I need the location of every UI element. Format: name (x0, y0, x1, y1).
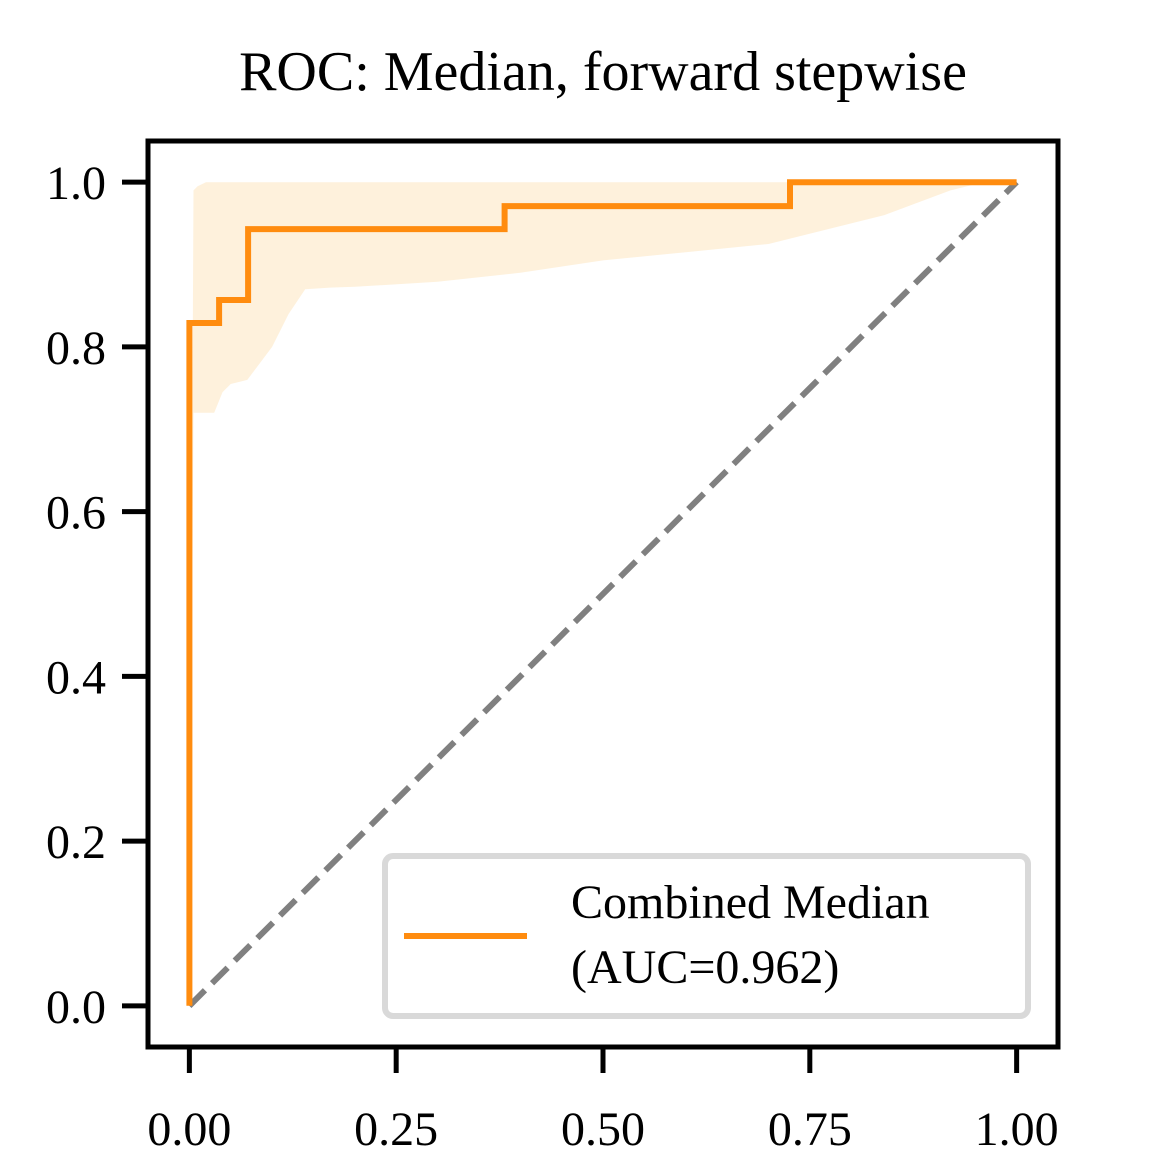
legend-box (382, 853, 1031, 1019)
x-tick-label: 0.00 (147, 1103, 231, 1156)
y-tick-label: 0.0 (46, 981, 106, 1034)
chart-title: ROC: Median, forward stepwise (239, 41, 967, 103)
y-tick-label: 0.2 (46, 816, 106, 869)
x-tick-label: 0.50 (561, 1103, 645, 1156)
chance-diagonal-line (187, 180, 1019, 1008)
confidence-band (189, 182, 1017, 1006)
y-tick-label: 0.8 (46, 322, 106, 375)
legend-label-line-2: (AUC=0.962) (571, 941, 839, 994)
legend-label-line-1: Combined Median (571, 876, 930, 929)
roc-curve-series-0 (186, 179, 1017, 1006)
legend: Combined Median (AUC=0.962) (382, 853, 1031, 1019)
x-tick-label: 1.00 (975, 1103, 1059, 1156)
axes: 0.00 0.25 0.50 0.75 1.00 0.0 0.2 0.4 0.6 0.8 1.0 (46, 138, 1061, 1156)
y-tick-label: 1.0 (46, 157, 106, 210)
x-tick-label: 0.25 (354, 1103, 438, 1156)
x-tick-label: 0.75 (768, 1103, 852, 1156)
y-tick-label: 0.6 (46, 487, 106, 540)
plot-area (186, 179, 1019, 1008)
y-tick-label: 0.4 (46, 651, 106, 704)
